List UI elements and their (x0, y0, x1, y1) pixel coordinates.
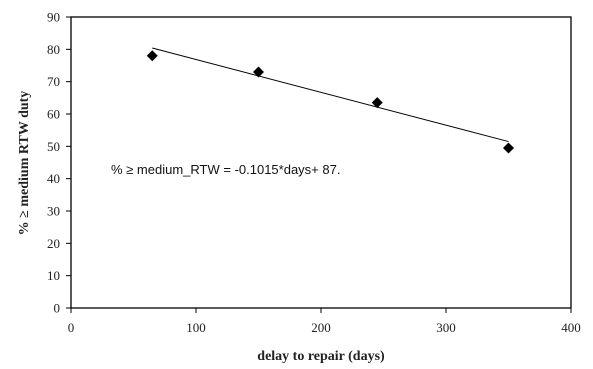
y-axis-title: % ≥ medium RTW duty (17, 91, 32, 236)
y-tick-label: 30 (47, 204, 60, 219)
x-tick-label: 400 (561, 320, 581, 335)
trendline-equation: % ≥ medium_RTW = -0.1015*days+ 87. (111, 162, 340, 177)
y-tick-label: 50 (47, 139, 60, 154)
y-tick-label: 80 (47, 42, 60, 57)
trendline (152, 47, 509, 143)
x-tick-label: 0 (68, 320, 75, 335)
x-tick-label: 100 (186, 320, 206, 335)
y-tick-label: 20 (47, 236, 60, 251)
y-tick-label: 90 (47, 10, 60, 25)
x-axis-ticks: 0 100 200 300 400 (68, 308, 581, 335)
y-tick-label: 0 (54, 301, 61, 316)
y-tick-label: 10 (47, 268, 60, 283)
data-point-marker (371, 97, 383, 109)
data-point-marker (146, 50, 158, 62)
y-tick-label: 40 (47, 171, 60, 186)
data-point-marker (503, 142, 514, 154)
data-point-marker (253, 66, 264, 78)
trendline-group (152, 47, 509, 143)
x-axis-title: delay to repair (days) (257, 349, 385, 364)
x-tick-label: 300 (436, 320, 456, 335)
y-tick-label: 70 (47, 74, 60, 89)
y-tick-label: 60 (47, 107, 60, 122)
x-tick-label: 200 (311, 320, 331, 335)
y-axis-ticks: 0 10 20 30 40 50 60 70 80 90 (47, 10, 71, 316)
data-points (146, 50, 514, 154)
